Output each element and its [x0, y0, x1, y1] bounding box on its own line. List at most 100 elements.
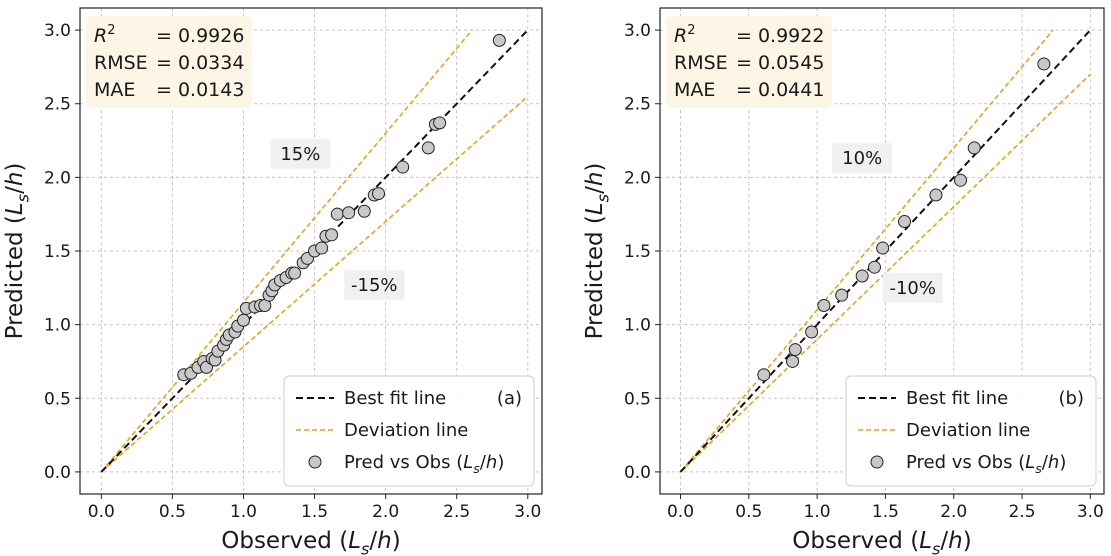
stats-label-r2: R2 [94, 23, 115, 47]
x-axis-label: Observed (Ls/h) [792, 528, 971, 556]
data-point [954, 173, 968, 187]
ticks: 0.0 0.5 1.0 1.5 2.0 2.5 3.0 0.0 0.5 1.0 1.5 2.0 2.5 3… [44, 21, 541, 522]
stats-value-r2: = 0.9922 [736, 25, 824, 47]
x-tick-label: 1.5 [301, 502, 328, 522]
data-point [835, 288, 849, 302]
data-point [929, 188, 943, 202]
band-label-lower: -10% [889, 278, 936, 299]
stats-value-rmse: = 0.0334 [156, 52, 244, 74]
y-tick-label: 2.5 [624, 95, 651, 115]
data-point [372, 187, 386, 201]
data-point [1037, 57, 1051, 71]
reference-lines [100, 29, 529, 473]
y-tick-label: 1.5 [624, 242, 651, 262]
data-points [177, 33, 506, 382]
data-point [757, 368, 771, 382]
best-fit-line [100, 29, 529, 473]
deviation-line-upper [100, 29, 473, 473]
legend-label-points: Pred vs Obs (Ls/h) [906, 452, 1066, 476]
data-point [788, 343, 802, 357]
y-tick-label: 2.0 [624, 168, 651, 188]
y-tick-label: 0.0 [44, 463, 71, 483]
data-point [396, 160, 410, 174]
ticks: 0.0 0.5 1.0 1.5 2.0 2.5 3.0 0.0 0.5 1.0 1.5 2.0 2.5 3… [624, 21, 1104, 522]
legend-label-deviation: Deviation line [344, 420, 468, 441]
y-axis-label: Predicted (Ls/h) [2, 163, 32, 340]
band-label-box [344, 269, 405, 300]
data-point [315, 241, 329, 255]
data-point [421, 141, 435, 155]
y-tick-label: 3.0 [624, 21, 651, 41]
data-point [786, 354, 800, 368]
band-label-box [270, 138, 331, 169]
stats-box: R2 = 0.9926 RMSE = 0.0334 MAE = 0.0143 [86, 16, 252, 108]
y-tick-label: 1.5 [44, 242, 71, 262]
band-label-upper: 15% [280, 144, 320, 165]
x-axis-label: Observed (Ls/h) [221, 528, 400, 556]
y-tick-label: 0.5 [44, 389, 71, 409]
stats-value-rmse: = 0.0545 [736, 52, 824, 74]
x-tick-label: 3.0 [514, 502, 541, 522]
y-tick-label: 0.5 [624, 389, 651, 409]
data-point [342, 206, 356, 220]
deviation-line-upper [679, 29, 1054, 473]
x-tick-label: 3.0 [1077, 502, 1104, 522]
data-points [757, 57, 1051, 382]
data-point [855, 269, 869, 283]
stats-label-rmse: RMSE [674, 52, 728, 74]
legend-swatch-points [870, 455, 884, 469]
stats-label-mae: MAE [94, 79, 135, 101]
legend-swatch-points [308, 455, 322, 469]
panel-b: 10% -10% 0.0 0.5 1.0 1.5 2.0 2.5 3.0 0.0 0.5 1.0 1.5… [582, 7, 1105, 556]
data-point [357, 204, 371, 218]
stats-value-mae: = 0.0441 [736, 79, 824, 101]
y-tick-label: 1.0 [44, 316, 71, 336]
x-tick-label: 0.0 [88, 502, 115, 522]
data-point [867, 260, 881, 274]
data-point [805, 325, 819, 339]
x-tick-label: 1.0 [230, 502, 257, 522]
stats-label-r2: R2 [674, 23, 695, 47]
y-tick-label: 3.0 [44, 21, 71, 41]
y-tick-label: 0.0 [624, 463, 651, 483]
legend-label-deviation: Deviation line [906, 420, 1030, 441]
data-point [236, 313, 250, 327]
data-point [433, 116, 447, 130]
data-point [288, 266, 302, 280]
x-tick-label: 2.0 [940, 502, 967, 522]
data-point [492, 33, 506, 47]
stats-box-bg [86, 16, 252, 108]
legend-label-best_fit: Best fit line [906, 388, 1008, 409]
x-tick-label: 1.0 [804, 502, 831, 522]
x-tick-label: 1.5 [872, 502, 899, 522]
stats-label-rmse: RMSE [94, 52, 148, 74]
legend-label-points: Pred vs Obs (Ls/h) [344, 452, 504, 476]
band-label-box [832, 143, 893, 174]
y-axis-label: Predicted (Ls/h) [582, 163, 612, 340]
stats-value-r2: = 0.9926 [156, 25, 244, 47]
panel-a: 15% -15% 0.0 0.5 1.0 1.5 2.0 2.5 3.0 0.0 0.5 1.0 1.5… [2, 7, 543, 556]
x-tick-label: 0.5 [159, 502, 186, 522]
x-tick-label: 0.5 [735, 502, 762, 522]
data-point [330, 207, 344, 221]
stats-box: R2 = 0.9922 RMSE = 0.0545 MAE = 0.0441 [666, 16, 832, 108]
panel-label: (b) [1059, 388, 1084, 409]
data-point [325, 228, 339, 242]
stats-value-mae: = 0.0143 [156, 79, 244, 101]
deviation-line-lower [100, 95, 529, 473]
legend-box [845, 375, 1097, 487]
legend: Best fit line Deviation line Pred vs Obs (… [283, 375, 535, 487]
data-point [967, 141, 981, 155]
deviation-line-lower [679, 73, 1091, 473]
stats-label-mae: MAE [674, 79, 715, 101]
legend-box [283, 375, 535, 487]
y-tick-label: 1.0 [624, 316, 651, 336]
data-point [898, 215, 912, 229]
band-label-upper: 10% [842, 148, 882, 169]
x-tick-label: 2.5 [1009, 502, 1036, 522]
x-tick-label: 2.0 [372, 502, 399, 522]
panel-label: (a) [497, 388, 522, 409]
y-tick-label: 2.0 [44, 168, 71, 188]
band-label-box [882, 272, 943, 303]
